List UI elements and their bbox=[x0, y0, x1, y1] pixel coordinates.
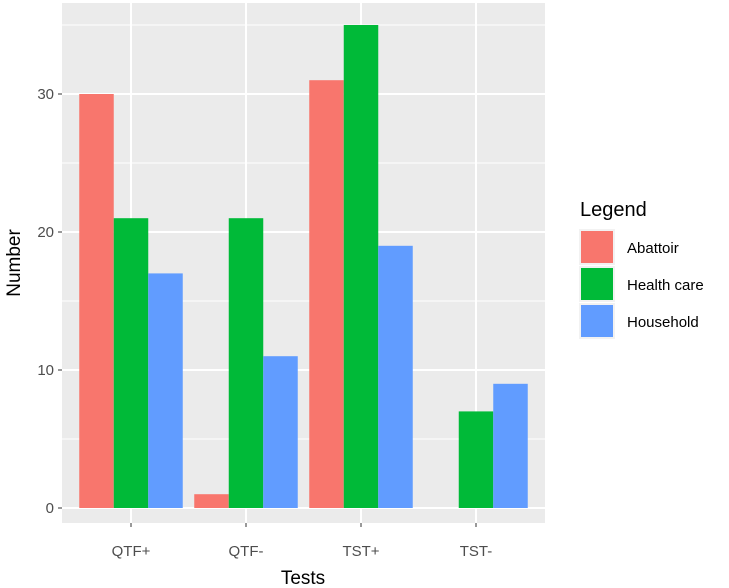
y-tick-label: 30 bbox=[37, 86, 54, 103]
y-tick-label: 10 bbox=[37, 362, 54, 379]
y-axis-title: Number bbox=[4, 229, 25, 297]
x-tick-label: QTF- bbox=[229, 543, 264, 560]
x-tick-label: TST+ bbox=[342, 543, 379, 560]
legend-label: Abattoir bbox=[627, 240, 679, 257]
legend-title: Legend bbox=[580, 199, 647, 221]
x-tick-label: TST- bbox=[460, 543, 493, 560]
bar-household bbox=[263, 356, 298, 508]
bar-health-care bbox=[343, 25, 379, 508]
legend-swatch bbox=[581, 268, 613, 300]
bar-health-care bbox=[228, 218, 264, 508]
x-axis-title: Tests bbox=[281, 568, 325, 588]
bar-abattoir bbox=[79, 94, 114, 508]
bar-health-care bbox=[113, 218, 149, 508]
legend-label: Household bbox=[627, 314, 699, 331]
y-axis-ticks: 0 10 20 30 bbox=[37, 86, 62, 517]
legend-swatch bbox=[581, 231, 613, 263]
bar-household bbox=[148, 273, 183, 508]
x-axis-ticks: QTF+ QTF- TST+ TST- bbox=[112, 523, 493, 560]
legend-items: Abattoir Health care Household bbox=[579, 229, 704, 339]
bar-household bbox=[493, 383, 528, 508]
bar-household bbox=[378, 245, 413, 509]
bar-abattoir bbox=[194, 494, 229, 508]
bar-abattoir bbox=[309, 80, 344, 508]
legend-swatch bbox=[581, 305, 613, 337]
bars bbox=[79, 25, 528, 509]
bar-health-care bbox=[458, 411, 494, 508]
x-tick-label: QTF+ bbox=[112, 543, 151, 560]
y-tick-label: 0 bbox=[46, 500, 54, 517]
legend: Legend Abattoir Health care Household bbox=[579, 199, 704, 339]
y-tick-label: 20 bbox=[37, 224, 54, 241]
legend-label: Health care bbox=[627, 277, 704, 294]
